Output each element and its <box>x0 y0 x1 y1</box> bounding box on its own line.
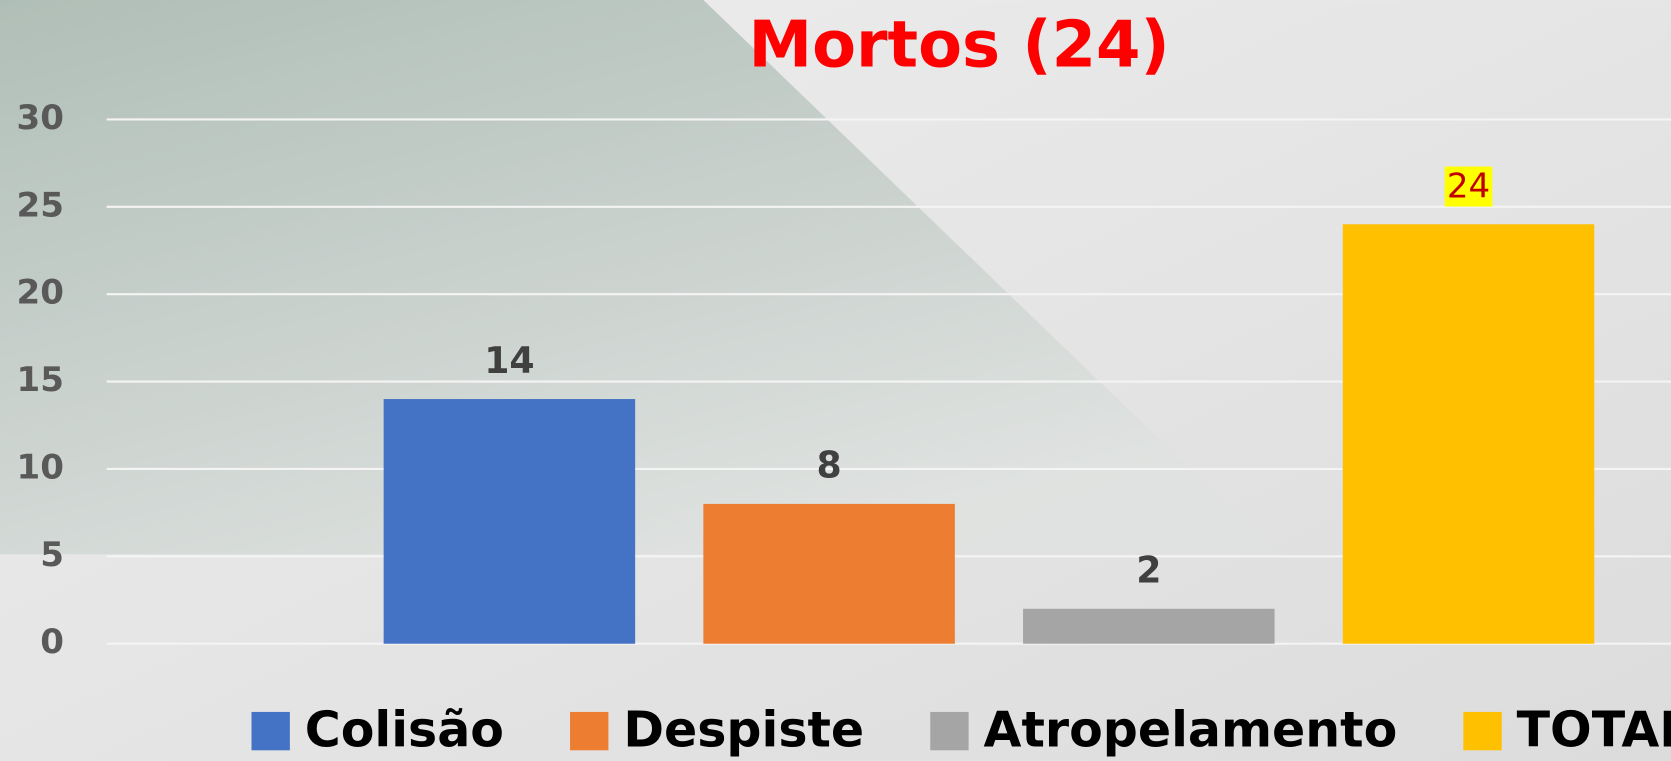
data-label: 24 <box>1447 167 1490 207</box>
data-label: 2 <box>1136 549 1161 592</box>
data-label-background <box>1444 166 1493 207</box>
data-label: 14 <box>484 339 534 382</box>
y-tick-label: 20 <box>16 273 63 313</box>
bar <box>1342 224 1595 644</box>
legend-label: Atropelamento <box>984 701 1398 759</box>
y-tick-label: 30 <box>16 98 63 138</box>
y-tick-label: 10 <box>16 447 63 487</box>
bar <box>1023 608 1275 644</box>
legend-label: Despiste <box>623 701 864 759</box>
chart-title: Mortos (24) <box>748 9 1169 83</box>
bar <box>383 399 636 644</box>
background-shape <box>0 0 1279 555</box>
y-tick-label: 15 <box>16 360 63 400</box>
legend-marker <box>570 711 609 751</box>
y-tick-label: 25 <box>16 185 63 225</box>
y-tick-label: 5 <box>40 535 64 575</box>
bar <box>703 503 955 644</box>
legend-label: TOTAL <box>1517 701 1671 759</box>
legend-marker <box>930 711 969 751</box>
legend-label: Colisão <box>305 701 504 759</box>
legend-marker <box>1463 711 1502 751</box>
y-tick-label: 0 <box>40 622 64 662</box>
legend-marker <box>251 711 290 751</box>
data-label: 8 <box>817 444 842 487</box>
